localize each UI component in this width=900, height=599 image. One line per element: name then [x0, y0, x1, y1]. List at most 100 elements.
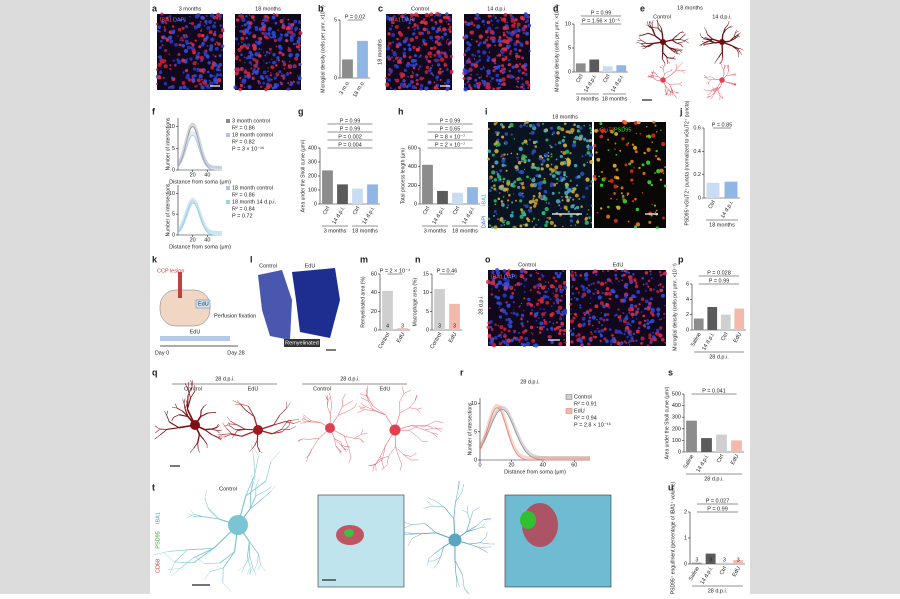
- micrograph-texture: [158, 63, 162, 67]
- micrograph-texture: [522, 193, 523, 194]
- micrograph-texture: [536, 302, 539, 305]
- micrograph-texture: [432, 65, 434, 67]
- sample-size: 3: [737, 557, 740, 563]
- panel-label: l: [250, 254, 253, 264]
- micrograph-texture: [294, 27, 298, 31]
- micrograph-texture: [494, 66, 495, 67]
- micrograph-texture: [660, 329, 662, 331]
- micrograph-texture: [444, 32, 448, 36]
- micrograph-texture: [616, 206, 620, 210]
- micrograph-texture: [544, 224, 547, 227]
- y-tick-label: 6: [686, 281, 689, 287]
- micrograph-texture: [655, 331, 659, 335]
- y-tick-label: 5: [474, 429, 477, 435]
- micrograph-texture: [478, 82, 482, 86]
- bar: [734, 309, 744, 330]
- micrograph-texture: [446, 21, 447, 22]
- micrograph-texture: [485, 30, 489, 34]
- micrograph-texture: [629, 275, 633, 279]
- micrograph-texture: [628, 341, 630, 343]
- micrograph-texture: [566, 199, 570, 203]
- micrograph-texture: [266, 19, 269, 22]
- micrograph-texture: [490, 30, 494, 34]
- micrograph-texture: [531, 309, 533, 311]
- legend-entry: P = 3 × 10⁻¹⁶: [232, 145, 264, 152]
- micrograph-texture: [411, 59, 415, 63]
- micrograph-texture: [395, 46, 397, 48]
- micrograph-texture: [507, 154, 509, 156]
- micrograph-texture: [420, 21, 423, 24]
- micrograph-texture: [187, 46, 191, 50]
- panel-label: h: [398, 106, 404, 116]
- micrograph-texture: [613, 164, 617, 168]
- text: EdU: [248, 386, 259, 392]
- sample-size: 3: [709, 557, 712, 563]
- y-tick-label: 10: [423, 290, 429, 296]
- micrograph-texture: [400, 76, 403, 79]
- micrograph-texture: [496, 19, 499, 22]
- micrograph-texture: [533, 285, 536, 288]
- micrograph-texture: [434, 82, 435, 83]
- micrograph-texture: [632, 317, 633, 318]
- micrograph-texture: [534, 202, 537, 205]
- micrograph-texture: [271, 66, 273, 68]
- micrograph-texture: [662, 286, 664, 288]
- micrograph-texture: [434, 59, 438, 63]
- y-tick-label: 0: [314, 201, 317, 207]
- micrograph-texture: [219, 63, 223, 67]
- text: 3 months: [179, 6, 202, 12]
- micrograph-texture: [578, 323, 582, 327]
- micrograph-texture: [399, 33, 403, 37]
- micrograph-texture: [664, 166, 666, 168]
- micrograph-texture: [520, 215, 524, 219]
- text: 18 months: [677, 5, 703, 11]
- micrograph-texture: [585, 187, 588, 190]
- micrograph-texture: [449, 26, 452, 29]
- micrograph-texture: [298, 20, 299, 21]
- micrograph-texture: [399, 72, 403, 76]
- micrograph-texture: [523, 277, 525, 279]
- micrograph-texture: [487, 158, 490, 161]
- micrograph-texture: [524, 140, 528, 144]
- micrograph-texture: [539, 331, 542, 334]
- group-label: 28 d.p.i.: [709, 354, 729, 360]
- micrograph-texture: [530, 312, 533, 315]
- micrograph-texture: [587, 289, 591, 293]
- micrograph-texture: [497, 325, 498, 326]
- micrograph-texture: [430, 47, 433, 50]
- micrograph-texture: [563, 285, 567, 289]
- micrograph-texture: [581, 343, 583, 345]
- micrograph-texture: [642, 192, 643, 193]
- micrograph-texture: [490, 293, 493, 296]
- micrograph-texture: [631, 320, 634, 323]
- micrograph-texture: [620, 315, 621, 316]
- micrograph-texture: [262, 28, 266, 32]
- micrograph-texture: [500, 17, 502, 19]
- micrograph-texture: [608, 292, 612, 296]
- micrograph-texture: [247, 72, 251, 76]
- micrograph-texture: [651, 142, 652, 143]
- micrograph-texture: [177, 53, 180, 56]
- micrograph-texture: [186, 34, 188, 36]
- micrograph-texture: [503, 269, 507, 273]
- bar: [467, 187, 478, 204]
- micrograph-texture: [558, 180, 559, 181]
- micrograph-texture: [394, 65, 395, 66]
- micrograph-texture: [215, 75, 217, 77]
- micrograph-texture: [614, 274, 617, 277]
- micrograph-texture: [536, 320, 538, 322]
- micrograph-texture: [583, 125, 585, 127]
- micrograph-texture: [199, 68, 203, 72]
- micrograph-texture: [490, 20, 492, 22]
- micrograph-texture: [272, 53, 275, 56]
- micrograph-texture: [477, 50, 480, 53]
- micrograph-texture: [215, 56, 217, 58]
- micrograph-texture: [240, 54, 243, 57]
- micrograph-texture: [565, 183, 566, 184]
- y-tick-label: 2: [686, 312, 689, 318]
- legend-entry: R² = 0.82: [232, 139, 255, 145]
- micrograph-texture: [663, 313, 665, 315]
- micrograph-texture: [434, 15, 436, 17]
- micrograph-texture: [651, 184, 653, 186]
- micrograph-texture: [507, 199, 509, 201]
